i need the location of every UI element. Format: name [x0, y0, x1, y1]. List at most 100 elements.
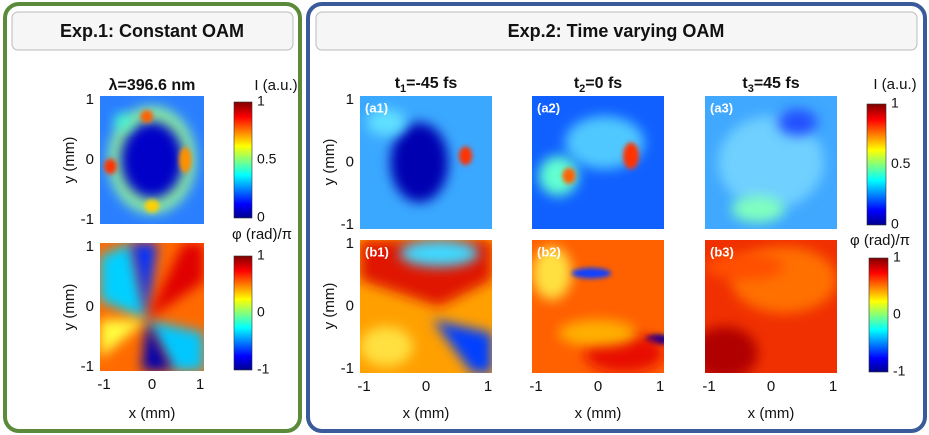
header-box [315, 11, 918, 51]
x-tick-label: -1 [702, 378, 715, 395]
x-tick-label: 0 [422, 378, 430, 395]
colorbar-tick-label: 0 [257, 209, 265, 225]
y-tick-label: -1 [341, 360, 354, 377]
x-tick-label: 0 [148, 376, 156, 393]
heatmap-region [538, 155, 579, 196]
x-tick-label: 0 [594, 378, 602, 395]
y-axis-label: y (mm) [321, 139, 338, 186]
heatmap-region [141, 319, 173, 371]
colorbar [233, 255, 253, 371]
heatmap [100, 243, 204, 371]
heatmap-region [104, 158, 117, 175]
header: Exp.2: Time varying OAM [508, 21, 725, 41]
colorbar-tick-label: 1 [257, 247, 265, 263]
plot-title: t1=-45 fs [395, 75, 458, 95]
plot-title: t2=0 fs [574, 75, 622, 95]
x-axis-label: x (mm) [575, 405, 622, 422]
colorbar-label: I (a.u.) [873, 76, 916, 93]
header: Exp.1: Constant OAM [60, 21, 244, 41]
colorbar [866, 103, 887, 226]
colorbar-tick-label: 1 [257, 93, 265, 109]
panel-label: (a1) [365, 100, 388, 115]
heatmap-region [532, 246, 572, 300]
y-tick-label: -1 [81, 211, 94, 228]
heatmap-region [114, 113, 132, 130]
heatmap [100, 96, 204, 224]
heatmap-region [623, 142, 639, 170]
y-tick-label: -1 [81, 358, 94, 375]
time-value: =45 fs [754, 75, 800, 92]
time-index: 3 [748, 83, 754, 95]
time-value: =0 fs [585, 75, 622, 92]
y-tick-label: 1 [346, 91, 354, 108]
heatmap-region [731, 195, 785, 223]
panel-label: (b1) [365, 244, 389, 259]
x-tick-label: -1 [357, 378, 370, 395]
y-tick-label: 1 [86, 238, 94, 255]
x-tick-label: 1 [829, 378, 837, 395]
y-tick-label: 1 [86, 91, 94, 108]
heatmap-region [399, 240, 479, 267]
colorbar-tick-label: 0 [891, 216, 899, 232]
heatmap [705, 96, 837, 229]
heatmap-region [705, 326, 758, 373]
x-axis-label: x (mm) [403, 405, 450, 422]
heatmap-region [718, 115, 824, 210]
heatmap-region [432, 319, 492, 373]
y-axis-label: y (mm) [321, 283, 338, 330]
time-index: 2 [579, 83, 585, 95]
colorbar-tick-label: 1 [893, 249, 901, 265]
colorbar-tick-label: 0 [257, 304, 265, 320]
heatmap-region [366, 109, 407, 136]
time-symbol: t [742, 75, 748, 92]
panel-border [3, 2, 302, 433]
colorbar-tick-label: 0.5 [891, 155, 911, 171]
panel-label: (b3) [710, 244, 734, 259]
heatmap-region [131, 243, 158, 320]
colorbar-tick-label: 0 [893, 306, 901, 322]
heatmap-region [140, 110, 154, 123]
colorbar [868, 257, 889, 373]
colorbar-tick-label: -1 [257, 361, 270, 377]
heatmap-region [390, 122, 449, 203]
x-tick-label: 0 [767, 378, 775, 395]
time-symbol: t [574, 75, 580, 92]
colorbar-tick-label: -1 [893, 363, 906, 379]
x-tick-label: 1 [196, 376, 204, 393]
colorbar-label: φ (rad)/π [850, 232, 910, 249]
heatmap-region [144, 199, 160, 213]
y-axis-label: y (mm) [61, 137, 78, 184]
y-axis-label: y (mm) [61, 284, 78, 331]
y-tick-label: 0 [346, 153, 354, 170]
y-tick-label: 0 [346, 297, 354, 314]
plot-title: λ=396.6 nm [109, 77, 196, 94]
heatmap-region [179, 147, 192, 173]
y-tick-label: 1 [346, 235, 354, 252]
heatmap-region [459, 146, 473, 166]
time-value: =-45 fs [406, 75, 457, 92]
panel-label: (a3) [710, 100, 733, 115]
colorbar-tick-label: 1 [891, 95, 899, 111]
x-tick-label: 1 [656, 378, 664, 395]
heatmap-region [100, 319, 147, 359]
y-tick-label: 0 [86, 151, 94, 168]
heatmap [705, 240, 837, 373]
heatmap [360, 96, 492, 229]
time-symbol: t [395, 75, 401, 92]
colorbar [233, 101, 253, 219]
x-tick-label: -1 [529, 378, 542, 395]
heatmap-region [705, 253, 785, 280]
heatmap-region [100, 243, 147, 320]
heatmap-region [562, 167, 576, 184]
heatmap [360, 240, 492, 373]
heatmap [532, 240, 664, 373]
panel-label: (b2) [537, 244, 561, 259]
x-axis-label: x (mm) [748, 405, 795, 422]
heatmap-region [146, 243, 204, 320]
panel-border [306, 2, 927, 433]
heatmap-region [777, 109, 818, 136]
heatmap-region [558, 319, 638, 347]
heatmap-region [571, 267, 612, 279]
header-box [11, 11, 294, 51]
heatmap [532, 96, 664, 229]
